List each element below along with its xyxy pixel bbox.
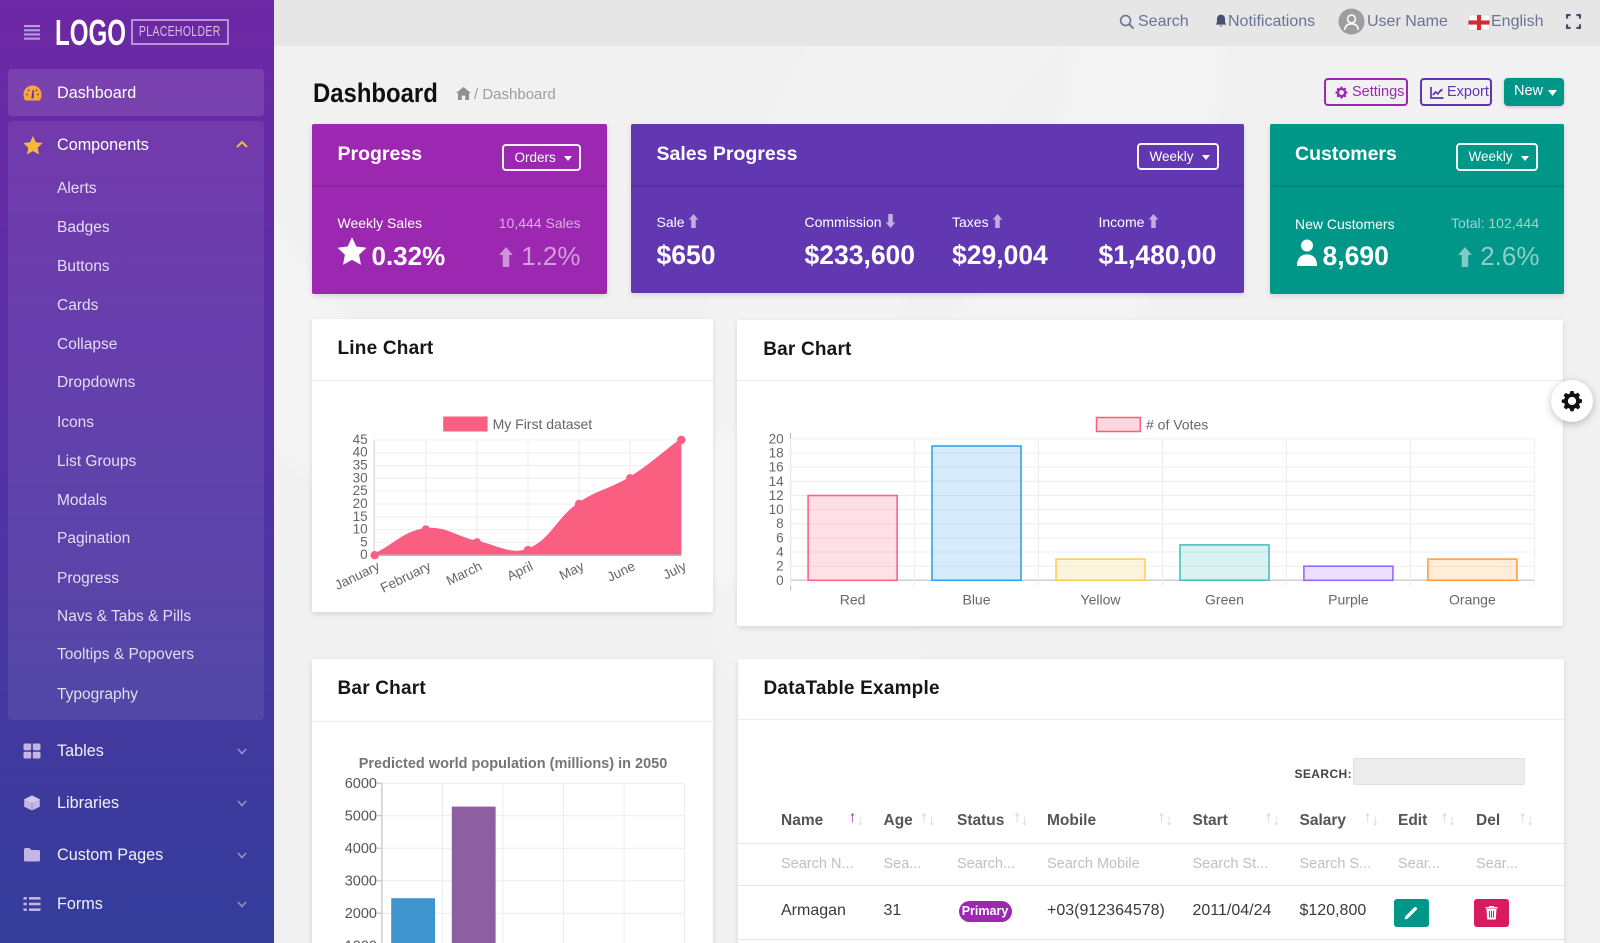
svg-text:March: March	[443, 559, 483, 589]
svg-text:40: 40	[352, 445, 367, 460]
svg-text:July: July	[660, 559, 688, 583]
svg-text:2000: 2000	[344, 906, 376, 922]
svg-text:1000: 1000	[344, 939, 376, 943]
svg-text:# of Votes: # of Votes	[1146, 417, 1208, 433]
svg-text:16: 16	[769, 460, 784, 475]
svg-text:18: 18	[769, 446, 784, 461]
svg-text:2: 2	[776, 559, 784, 574]
svg-text:20: 20	[769, 431, 784, 446]
svg-text:Orange: Orange	[1449, 591, 1496, 607]
svg-text:45: 45	[352, 432, 367, 447]
svg-text:4000: 4000	[344, 841, 376, 857]
svg-text:10: 10	[352, 522, 367, 537]
svg-text:25: 25	[352, 483, 367, 498]
svg-text:0: 0	[360, 548, 368, 563]
svg-text:January: January	[332, 559, 382, 594]
svg-text:February: February	[377, 559, 432, 596]
svg-text:14: 14	[769, 474, 785, 489]
svg-text:Red: Red	[840, 591, 866, 607]
svg-text:6000: 6000	[344, 776, 376, 792]
svg-text:5000: 5000	[344, 809, 376, 825]
svg-text:6: 6	[776, 530, 784, 545]
svg-text:20: 20	[352, 496, 367, 511]
svg-text:June: June	[604, 559, 637, 585]
svg-text:30: 30	[352, 471, 367, 486]
svg-text:Green: Green	[1205, 591, 1244, 607]
svg-text:10: 10	[769, 502, 784, 517]
svg-text:4: 4	[776, 545, 784, 560]
svg-text:Predicted world population (mi: Predicted world population (millions) in…	[358, 756, 667, 772]
svg-text:May: May	[556, 559, 586, 584]
svg-text:My First dataset: My First dataset	[492, 416, 592, 432]
svg-text:8: 8	[776, 516, 784, 531]
svg-text:Blue: Blue	[963, 591, 991, 607]
svg-text:5: 5	[360, 535, 368, 550]
svg-text:April: April	[504, 559, 535, 584]
svg-text:12: 12	[769, 488, 784, 503]
svg-text:35: 35	[352, 458, 367, 473]
svg-text:0: 0	[776, 573, 784, 588]
svg-text:3000: 3000	[344, 874, 376, 890]
svg-text:15: 15	[352, 509, 367, 524]
svg-text:Yellow: Yellow	[1081, 591, 1122, 607]
svg-text:Purple: Purple	[1328, 591, 1369, 607]
